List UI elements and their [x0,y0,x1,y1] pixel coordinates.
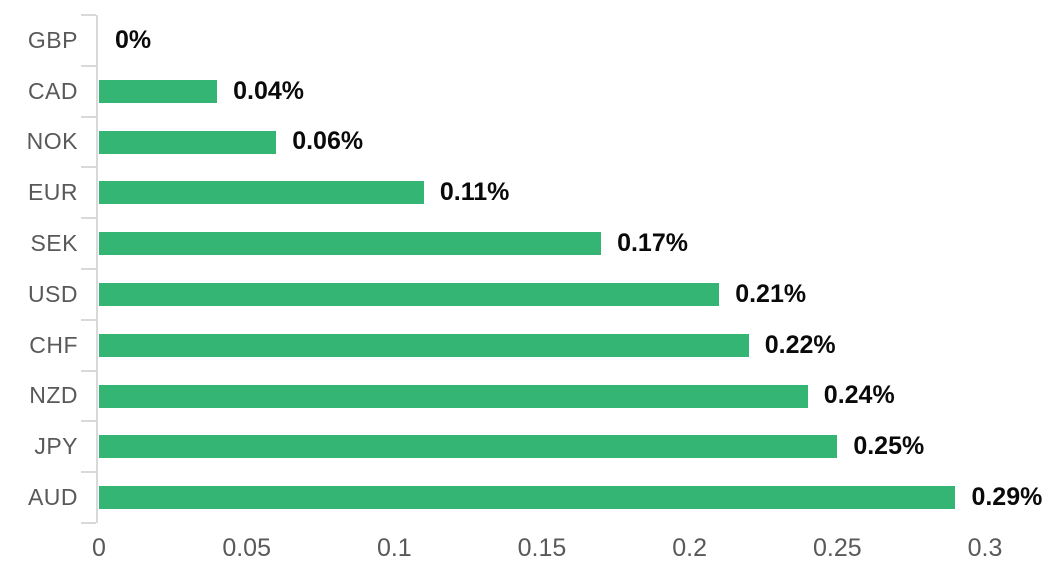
value-label: 0.29% [971,483,1043,512]
x-tick-label: 0.2 [672,534,708,562]
x-tick-label: 0.3 [967,534,1003,562]
category-label: CAD [27,77,78,104]
value-label: 0.25% [853,432,925,461]
y-axis-tick [81,217,96,220]
bar [99,282,720,306]
value-label: 0.17% [617,229,688,258]
category-label: AUD [27,484,78,511]
x-tick-label: 0 [92,534,106,562]
y-axis-tick [81,420,96,423]
x-tick-label: 0.1 [376,534,412,562]
bar [99,130,277,154]
x-tick-label: 0.15 [517,534,567,562]
bar [99,486,956,510]
category-label: EUR [27,179,78,206]
bar [99,384,808,408]
value-label: 0.24% [823,381,895,410]
x-tick-label: 0.05 [222,534,271,562]
y-axis-tick [81,318,96,321]
category-label: JPY [34,433,78,460]
category-label: GBP [27,26,78,53]
bar [99,333,749,357]
bar [99,232,602,256]
value-label: 0.22% [764,330,836,359]
y-axis-tick [81,268,96,270]
y-axis-line [96,15,98,523]
y-axis-tick [81,522,96,524]
category-label: NOK [26,128,78,155]
category-label: SEK [30,230,78,257]
y-axis-tick [81,471,96,474]
x-tick-label: 0.25 [812,534,862,562]
value-label: 0.21% [735,279,807,308]
value-label: 0.11% [439,178,510,207]
bar [99,435,838,459]
y-axis-tick [81,64,96,67]
category-label: USD [27,280,78,307]
bar [99,181,424,205]
category-label: NZD [29,382,78,409]
y-axis-tick [81,166,96,169]
bar [99,79,218,103]
category-label: CHF [29,331,78,358]
value-label: 0% [115,25,152,54]
y-axis-tick [81,115,96,118]
y-axis-tick [81,369,96,372]
value-label: 0.04% [233,76,305,105]
y-axis-tick [81,14,96,16]
value-label: 0.06% [292,127,364,156]
